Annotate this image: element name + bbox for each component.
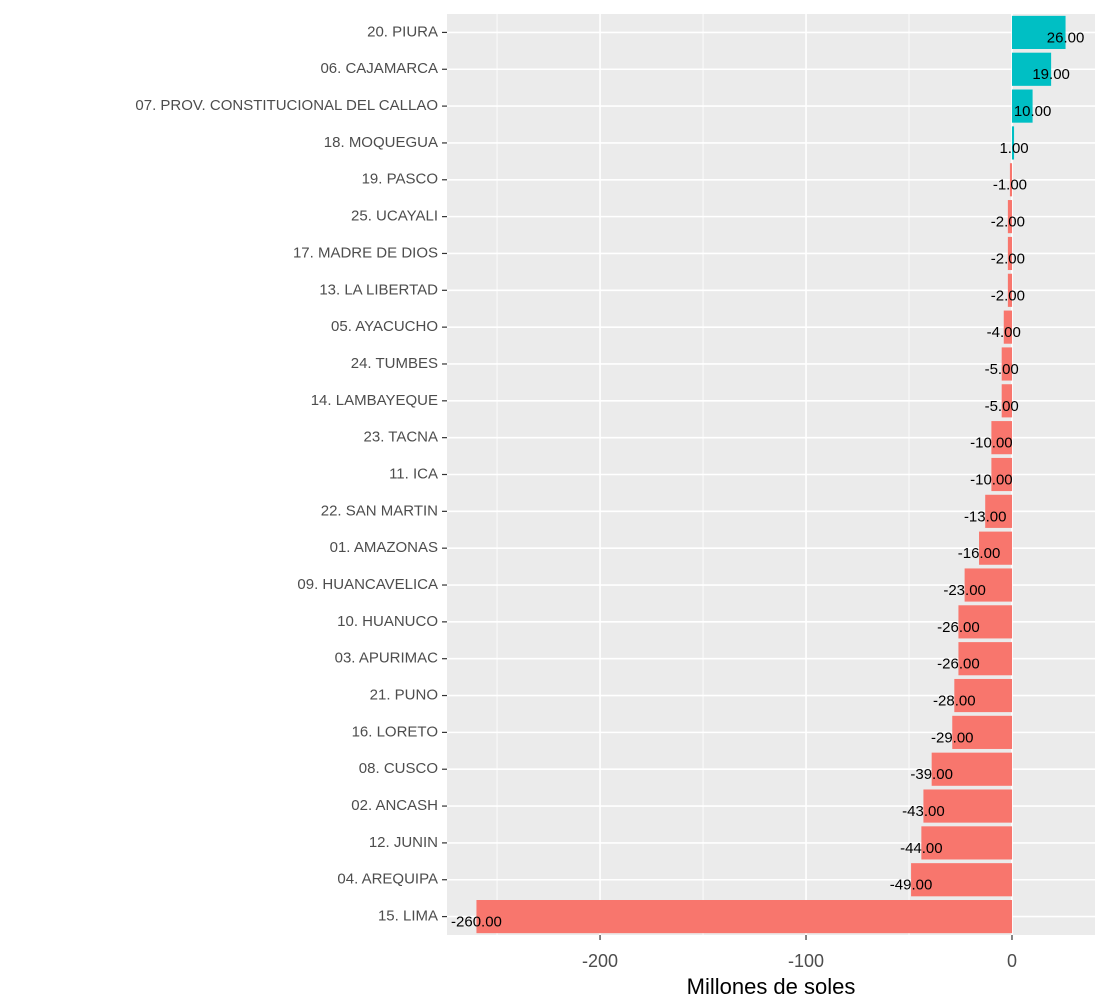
bar (958, 605, 1012, 639)
y-tick-label: 01. AMAZONAS (330, 539, 438, 556)
bar (1011, 126, 1015, 160)
bar (923, 789, 1012, 823)
bar (1011, 15, 1066, 49)
y-tick-label: 25. UCAYALI (351, 208, 438, 225)
bar (985, 494, 1012, 528)
y-tick-label: 07. PROV. CONSTITUCIONAL DEL CALLAO (135, 97, 438, 114)
value-label: -16.00 (958, 545, 1001, 562)
y-tick-label: 09. HUANCAVELICA (297, 576, 438, 593)
bar (911, 863, 1012, 897)
y-tick-label: 12. JUNIN (369, 834, 438, 851)
y-tick-label: 06. CAJAMARCA (320, 60, 438, 77)
y-tick-label: 18. MOQUEGUA (324, 134, 438, 151)
y-tick-label: 14. LAMBAYEQUE (311, 392, 438, 409)
x-axis-label: Millones de soles (687, 974, 856, 999)
value-label: -5.00 (985, 361, 1019, 378)
value-label: -44.00 (900, 840, 943, 857)
y-tick-label: 15. LIMA (378, 908, 438, 925)
y-tick-label: 05. AYACUCHO (331, 318, 438, 335)
bar (1011, 89, 1033, 123)
y-tick-label: 02. ANCASH (351, 797, 438, 814)
value-label: -260.00 (451, 914, 502, 931)
bar (991, 421, 1012, 455)
value-label: -26.00 (937, 656, 980, 673)
bar (979, 531, 1012, 565)
y-tick-label: 16. LORETO (352, 723, 438, 740)
y-tick-label: 11. ICA (389, 465, 438, 482)
y-tick-label: 23. TACNA (364, 429, 438, 446)
bar (954, 678, 1012, 713)
bar (991, 457, 1012, 492)
bar (964, 568, 1012, 602)
value-label: -5.00 (985, 398, 1019, 415)
y-tick-label: 20. PIURA (367, 23, 438, 40)
value-label: 10.00 (1014, 103, 1052, 120)
bar (921, 826, 1012, 860)
value-label: -2.00 (991, 214, 1025, 231)
y-tick-label: 13. LA LIBERTAD (319, 281, 438, 298)
x-tick-label: -200 (582, 951, 618, 971)
value-label: -2.00 (991, 250, 1025, 267)
value-label: -23.00 (943, 582, 986, 599)
value-label: -39.00 (910, 766, 953, 783)
bar (1009, 163, 1012, 197)
y-tick-label: 08. CUSCO (359, 760, 438, 777)
bar (952, 715, 1012, 749)
bar (1007, 200, 1012, 234)
bar (1011, 52, 1052, 86)
y-tick-label: 21. PUNO (370, 687, 438, 704)
value-label: -26.00 (937, 619, 980, 636)
x-tick-label: -100 (788, 951, 824, 971)
value-label: -10.00 (970, 471, 1013, 488)
value-label: 19.00 (1032, 66, 1070, 83)
bar (931, 752, 1012, 786)
value-label: -43.00 (902, 803, 945, 820)
bar (476, 900, 1012, 934)
y-tick-label: 04. AREQUIPA (337, 871, 438, 888)
y-tick-label: 03. APURIMAC (335, 650, 439, 667)
y-tick-label: 22. SAN MARTIN (321, 502, 438, 519)
bars: 26.00 19.00 10.00 1.00 -1.00 -2.00 -2.00 -2.00 -… (447, 15, 1095, 934)
value-label: -4.00 (987, 324, 1021, 341)
bar (1001, 347, 1012, 381)
value-label: -13.00 (964, 508, 1007, 525)
value-label: -28.00 (933, 693, 976, 710)
y-tick-label: 24. TUMBES (351, 355, 438, 372)
value-label: 1.00 (999, 140, 1028, 157)
y-tick-label: 10. HUANUCO (337, 613, 438, 630)
value-label: -49.00 (890, 877, 933, 894)
value-label: -2.00 (991, 287, 1025, 304)
bar (1003, 310, 1012, 344)
value-label: 26.00 (1047, 29, 1085, 46)
y-tick-label: 19. PASCO (362, 171, 438, 188)
bar (1007, 273, 1012, 307)
y-tick-label: 17. MADRE DE DIOS (293, 244, 438, 261)
bar (1001, 384, 1012, 418)
bar (958, 642, 1012, 676)
value-label: -1.00 (993, 177, 1027, 194)
bar (1007, 236, 1012, 271)
value-label: -29.00 (931, 729, 974, 746)
x-tick-label: 0 (1007, 951, 1017, 971)
value-label: -10.00 (970, 435, 1013, 452)
